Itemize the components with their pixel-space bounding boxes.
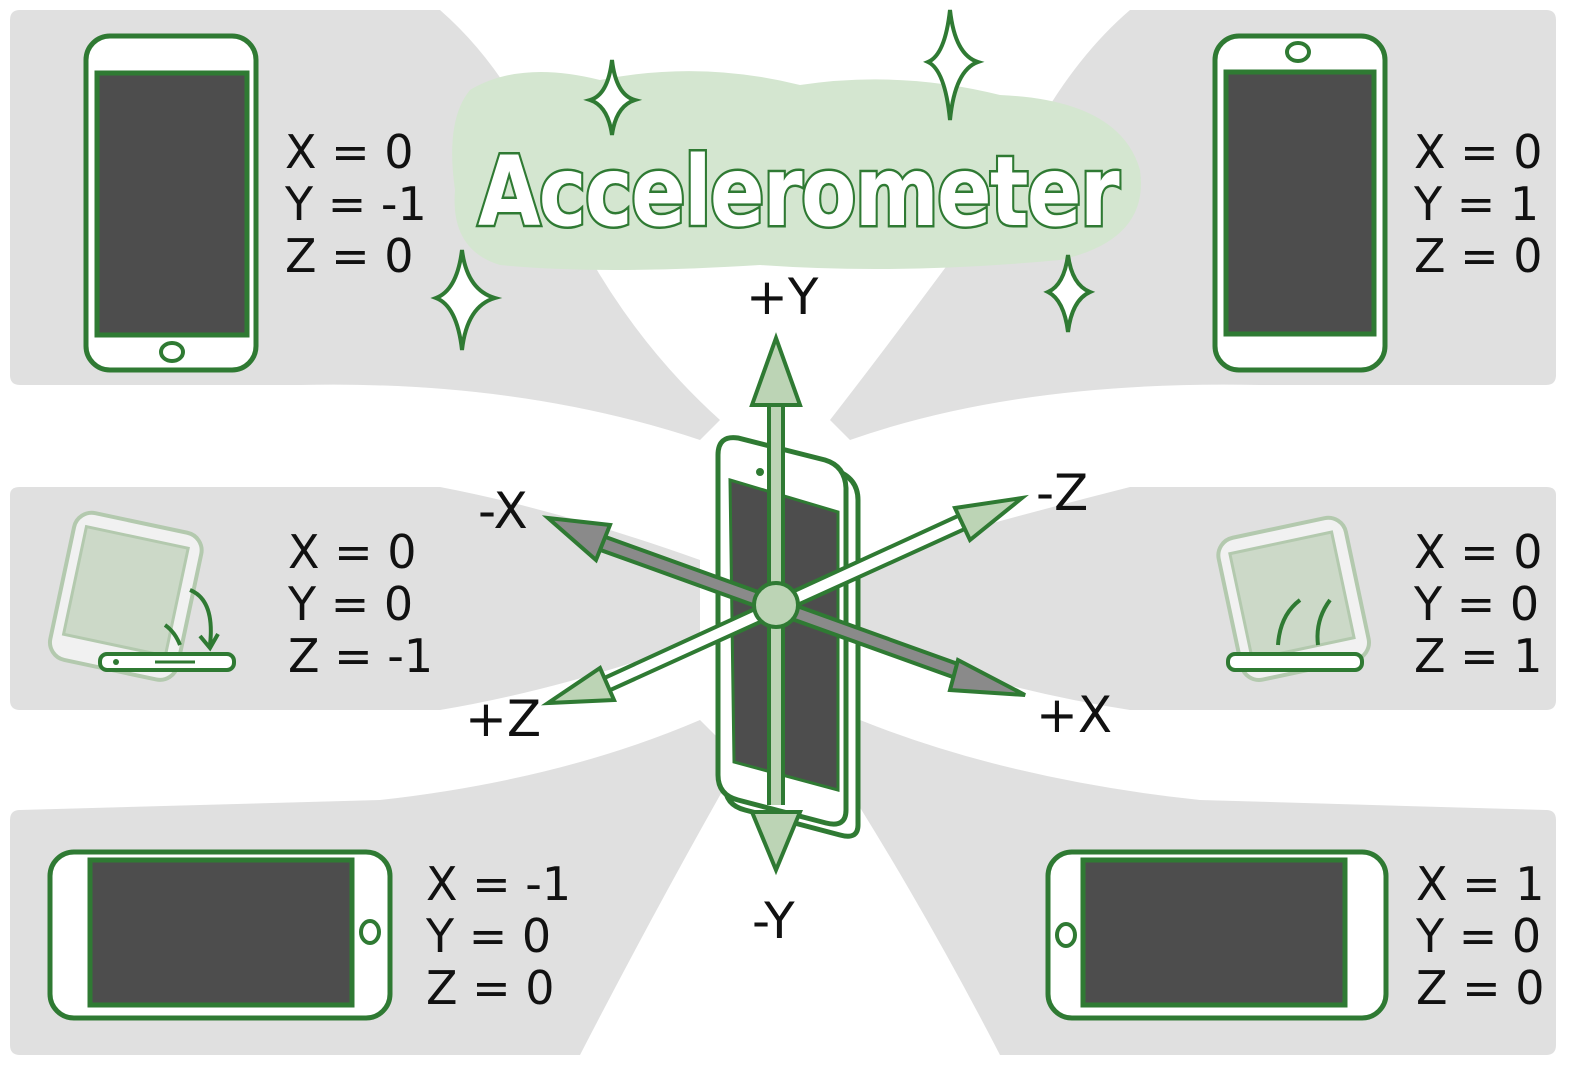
plus-y-label: +Y <box>746 268 819 326</box>
readout-z: Z = 1 <box>1414 629 1543 683</box>
readout-y: Y = 0 <box>425 909 551 963</box>
readout-portrait-upright: X = 0 Y = 1 Z = 0 <box>1413 125 1543 283</box>
plus-z-label: +Z <box>465 690 541 748</box>
readout-face-up: X = 0 Y = 0 Z = 1 <box>1413 525 1543 683</box>
flip-arrow-icon <box>189 588 213 646</box>
minus-z-label: -Z <box>1036 464 1088 522</box>
flip-arrow-icon <box>1315 598 1332 646</box>
plus-y-arrowhead <box>749 332 803 407</box>
minus-z-arrowhead <box>952 494 1029 544</box>
readout-x: X = 0 <box>285 125 414 179</box>
axis-arrows <box>540 332 1029 876</box>
readout-landscape-right: X = 1 Y = 0 Z = 0 <box>1415 857 1545 1015</box>
title-badge: Accelerometer <box>452 71 1142 270</box>
minus-x-label: -X <box>478 482 528 540</box>
minus-y-arrowhead <box>749 810 803 876</box>
readout-landscape-left: X = -1 Y = 0 Z = 0 <box>425 857 571 1015</box>
phone-landscape-left <box>47 849 393 1021</box>
phone-portrait-upside-down <box>83 33 259 373</box>
sparkle-icon <box>583 59 643 136</box>
phone-landscape-right <box>1045 849 1389 1021</box>
readout-z: Z = 0 <box>285 229 414 283</box>
axis-origin <box>752 581 800 629</box>
minus-x-arrowhead <box>541 515 613 564</box>
minus-y-label: -Y <box>752 892 795 950</box>
readout-y: Y = 0 <box>1413 577 1539 631</box>
title-text: Accelerometer <box>478 136 1120 248</box>
phone-face-up <box>1216 515 1371 682</box>
readout-z: Z = 0 <box>1416 961 1545 1015</box>
readout-z: Z = -1 <box>288 629 433 683</box>
readout-z: Z = 0 <box>1414 229 1543 283</box>
readout-portrait-upside-down: X = 0 Y = -1 Z = 0 <box>284 125 427 283</box>
sparkle-icon <box>923 9 985 121</box>
readout-x: X = 1 <box>1416 857 1545 911</box>
readout-x: X = 0 <box>1414 125 1543 179</box>
readout-z: Z = 0 <box>426 961 555 1015</box>
plus-z-arrowhead <box>540 665 617 706</box>
readout-x: X = 0 <box>1414 525 1543 579</box>
readout-y: Y = 0 <box>1415 909 1541 963</box>
readout-face-down: X = 0 Y = 0 Z = -1 <box>287 525 433 683</box>
sparkles <box>430 9 1096 351</box>
sparkle-icon <box>430 249 503 351</box>
readout-y: Y = 1 <box>1413 177 1539 231</box>
phone-portrait-upright <box>1212 33 1388 373</box>
readout-x: X = 0 <box>288 525 417 579</box>
home-button-icon <box>1285 41 1311 63</box>
home-button-icon <box>159 341 185 363</box>
plus-x-arrowhead <box>947 657 1026 697</box>
plus-x-label: +X <box>1036 686 1112 744</box>
readout-y: Y = -1 <box>284 177 427 231</box>
flip-arrow-icon <box>163 623 182 646</box>
readout-x: X = -1 <box>426 857 571 911</box>
readout-y: Y = 0 <box>287 577 413 631</box>
phone-face-down <box>47 510 236 682</box>
sparkle-icon <box>1043 254 1096 333</box>
flip-arrow-icon <box>1276 598 1302 646</box>
home-button-icon <box>1055 922 1077 948</box>
home-button-icon <box>359 919 381 945</box>
